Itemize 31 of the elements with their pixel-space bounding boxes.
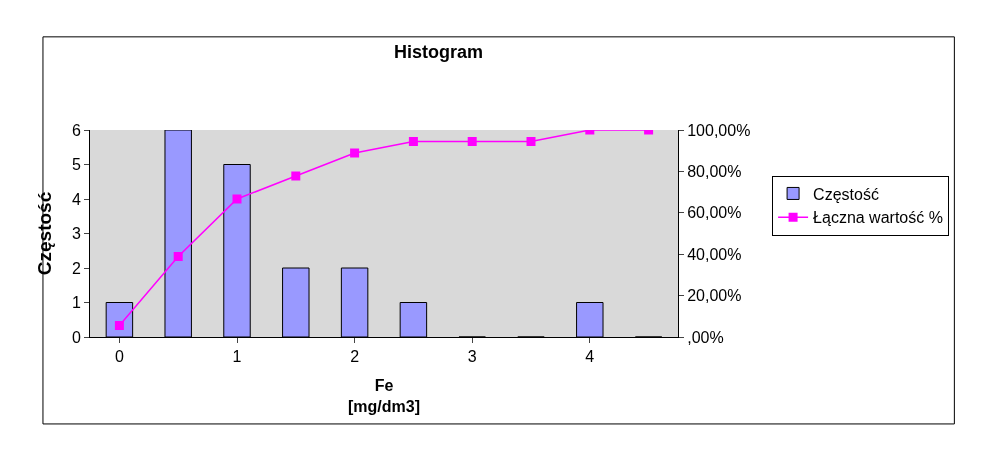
x-axis-title: Fe [mg/dm3] xyxy=(348,376,420,415)
point xyxy=(114,320,124,330)
y-tick-label: 0 xyxy=(71,328,81,346)
y2-tick-label: 20,00% xyxy=(687,287,742,305)
y2-tick-label: 100,00% xyxy=(687,121,751,139)
y2-tick-label: 80,00% xyxy=(687,163,742,180)
y-tick-label: 1 xyxy=(71,294,81,312)
point xyxy=(467,137,477,147)
y-tick-label: 5 xyxy=(71,156,81,174)
point xyxy=(232,194,242,204)
y-tick-label: 3 xyxy=(71,225,81,243)
x-tick-label: 0 xyxy=(114,348,124,366)
point xyxy=(526,137,536,147)
y2-tick-label: 40,00% xyxy=(687,245,742,263)
point xyxy=(173,252,183,261)
chart-title: Histogram xyxy=(393,42,483,63)
x-tick-label: 3 xyxy=(467,348,477,366)
legend-label: Łączna wartość % xyxy=(813,209,943,227)
legend-label: Częstość xyxy=(813,185,879,203)
y-tick-label: 4 xyxy=(71,190,81,208)
y2-tick-label: 60,00% xyxy=(687,204,742,222)
x-tick-label: 2 xyxy=(350,348,360,366)
x-tick-label: 1 xyxy=(232,348,242,366)
y-axis-title: Częstość xyxy=(33,191,55,276)
point xyxy=(350,148,360,158)
point xyxy=(291,171,301,181)
y2-tick-label: ,00% xyxy=(687,328,724,346)
y-tick-label: 2 xyxy=(71,259,81,277)
point xyxy=(408,137,418,147)
x-tick-label: 4 xyxy=(585,348,595,366)
y-tick-label: 6 xyxy=(71,121,81,139)
